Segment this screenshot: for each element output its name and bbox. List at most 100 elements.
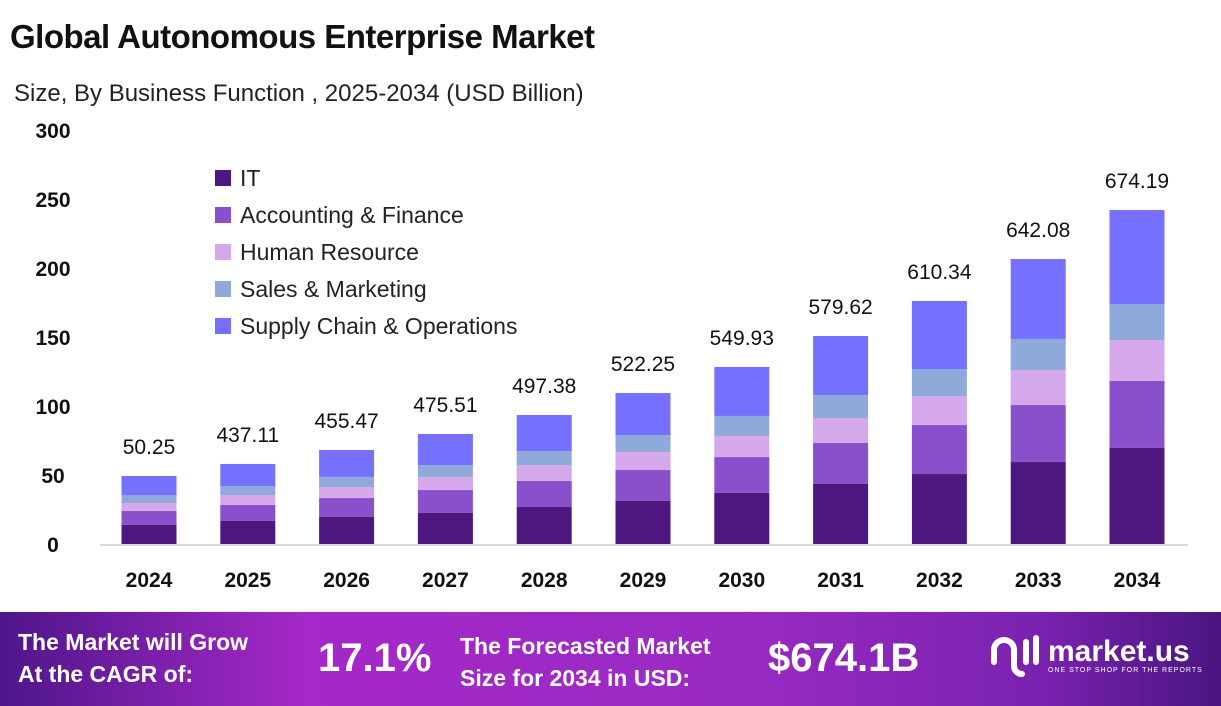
bar-segment-supply-chain-operations — [417, 434, 473, 466]
bar-segment-it — [220, 520, 276, 544]
cagr-label-line1: The Market will Grow — [18, 629, 249, 655]
bar-segment-accounting-finance — [1010, 405, 1066, 463]
forecast-label-line2: Size for 2034 in USD: — [460, 665, 691, 691]
logo-tagline: ONE STOP SHOP FOR THE REPORTS — [1048, 666, 1203, 674]
data-label: 642.08 — [1006, 219, 1070, 242]
bar-segment-supply-chain-operations — [220, 463, 276, 487]
x-tick-label: 2029 — [620, 569, 667, 592]
bar-segment-accounting-finance — [319, 498, 375, 517]
bar-segment-supply-chain-operations — [615, 393, 671, 435]
x-tick-label: 2030 — [718, 569, 765, 592]
legend-swatch — [215, 207, 231, 223]
bar-segment-human-resource — [1109, 340, 1165, 382]
summary-banner: The Market will Grow At the CAGR of: 17.… — [0, 612, 1221, 706]
y-tick-label: 250 — [35, 189, 70, 212]
bar-segment-human-resource — [516, 465, 572, 481]
legend-swatch — [215, 281, 231, 297]
data-label: 437.11 — [216, 424, 279, 447]
bar-segment-accounting-finance — [1109, 381, 1165, 448]
data-label: 522.25 — [611, 353, 675, 376]
cagr-label-line2: At the CAGR of: — [18, 661, 194, 687]
bar-segment-it — [813, 483, 869, 544]
forecast-label: The Forecasted Market Size for 2034 in U… — [460, 630, 711, 694]
bar-segment-human-resource — [813, 418, 869, 443]
x-tick-label: 2031 — [817, 569, 864, 592]
legend-swatch — [215, 318, 231, 334]
forecast-label-line1: The Forecasted Market — [460, 633, 711, 659]
bar-segment-accounting-finance — [417, 490, 473, 513]
bar-segment-sales-marketing — [417, 465, 473, 477]
forecast-value: $674.1B — [768, 636, 920, 680]
data-label: 497.38 — [512, 375, 576, 398]
bar-segment-sales-marketing — [714, 415, 770, 436]
bar-segment-sales-marketing — [1109, 304, 1165, 341]
data-label: 475.51 — [413, 394, 477, 417]
bar-segment-it — [319, 516, 375, 544]
y-tick-label: 100 — [35, 396, 70, 419]
data-label: 50.25 — [123, 436, 176, 459]
data-label: 674.19 — [1105, 170, 1169, 193]
bar-segment-human-resource — [714, 435, 770, 458]
y-tick-label: 300 — [35, 120, 70, 143]
market-us-logo: market.us ONE STOP SHOP FOR THE REPORTS — [990, 632, 1203, 678]
data-label: 579.62 — [808, 296, 872, 319]
bar-segment-it — [1010, 462, 1066, 544]
bar-segment-supply-chain-operations — [813, 336, 869, 395]
bar-segment-supply-chain-operations — [911, 300, 967, 370]
data-label: 610.34 — [907, 261, 972, 284]
x-tick-label: 2024 — [126, 569, 173, 592]
y-tick-label: 150 — [35, 327, 70, 350]
y-tick-label: 0 — [47, 534, 59, 557]
bar-segment-sales-marketing — [615, 434, 671, 452]
bar-segment-supply-chain-operations — [714, 366, 770, 416]
y-tick-label: 50 — [41, 465, 64, 488]
bar-segment-human-resource — [911, 396, 967, 426]
legend-swatch — [215, 170, 231, 186]
bar-segment-supply-chain-operations — [121, 475, 177, 496]
bar-segment-accounting-finance — [121, 511, 177, 525]
bar-segment-sales-marketing — [911, 369, 967, 397]
bar-segment-supply-chain-operations — [1010, 259, 1066, 339]
bar-segment-supply-chain-operations — [319, 450, 375, 477]
bar-segment-sales-marketing — [516, 450, 572, 466]
chart-subtitle: Size, By Business Function , 2025-2034 (… — [14, 80, 584, 107]
bar-segment-accounting-finance — [615, 470, 671, 501]
bar-segment-sales-marketing — [220, 486, 276, 496]
bar-segment-human-resource — [417, 476, 473, 491]
legend-label: Sales & Marketing — [240, 276, 427, 302]
bar-segment-sales-marketing — [319, 476, 375, 488]
bar-segment-accounting-finance — [516, 480, 572, 508]
x-tick-label: 2025 — [224, 569, 271, 592]
bar-segment-it — [911, 474, 967, 544]
y-tick-label: 200 — [35, 258, 70, 281]
bar-segment-supply-chain-operations — [516, 414, 572, 451]
bar-segment-accounting-finance — [714, 457, 770, 493]
x-tick-label: 2034 — [1114, 569, 1161, 592]
bar-segment-it — [1109, 447, 1165, 544]
legend-label: IT — [240, 165, 260, 191]
bar-segment-human-resource — [319, 487, 375, 499]
logo-name: market.us — [1048, 634, 1190, 668]
cagr-label: The Market will Grow At the CAGR of: — [18, 626, 248, 690]
bar-segment-it — [417, 512, 473, 544]
data-label: 455.47 — [314, 410, 378, 433]
bar-segment-it — [516, 507, 572, 544]
stacked-bar-chart: 0 50 100 150 200 250 300 50.25 2024 437.11 2025 455… — [35, 120, 1188, 592]
bar-segment-it — [615, 500, 671, 544]
x-tick-label: 2033 — [1015, 569, 1062, 592]
bar-segment-supply-chain-operations — [1109, 210, 1165, 305]
bar-segment-human-resource — [1010, 369, 1066, 406]
cagr-value: 17.1% — [318, 636, 432, 680]
x-tick-label: 2028 — [521, 569, 568, 592]
legend-label: Human Resource — [240, 239, 419, 265]
x-tick-label: 2026 — [323, 569, 370, 592]
data-label: 549.93 — [710, 327, 774, 350]
bar-segment-it — [121, 524, 177, 544]
chart-title: Global Autonomous Enterprise Market — [10, 18, 595, 55]
bar-segment-it — [714, 492, 770, 544]
x-tick-label: 2032 — [916, 569, 963, 592]
market-us-logo-icon — [991, 635, 1039, 677]
bar-segment-accounting-finance — [911, 425, 967, 475]
bar-segment-human-resource — [220, 495, 276, 505]
bar-segment-accounting-finance — [220, 504, 276, 521]
